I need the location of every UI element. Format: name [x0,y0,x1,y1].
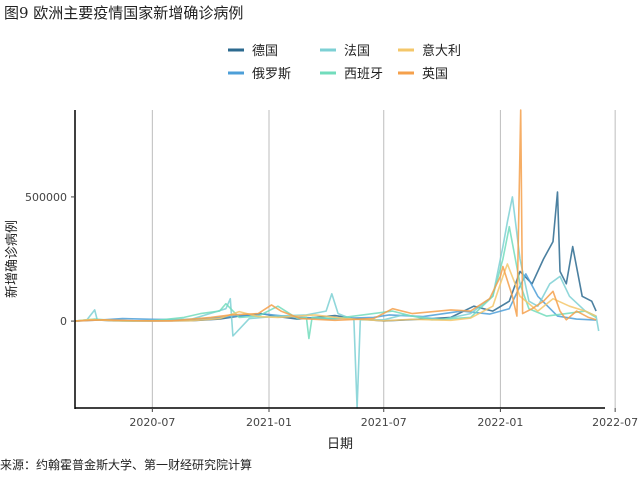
legend-label-0: 德国 [252,44,278,59]
legend-label-2: 法国 [344,44,370,59]
x-tick-label-4: 2022-07 [592,416,638,429]
x-tick-label-2: 2021-07 [361,416,407,429]
axes: 2020-07 2021-01 2021-07 2022-01 2022-07 0 5000… [4,110,638,452]
legend-label-4: 意大利 [422,43,461,59]
series-group [74,109,600,409]
y-tick-label-1: 500000 [25,191,67,204]
x-tick-label-0: 2020-07 [129,416,175,429]
y-axis-title: 新增确诊病例 [4,220,20,298]
series-line-2 [74,196,600,409]
legend-label-1: 俄罗斯 [252,67,291,82]
x-tick-label-1: 2021-01 [246,416,292,429]
series-line-4 [74,263,597,322]
legend-label-3: 西班牙 [344,67,383,82]
source-note: 来源：约翰霍普金斯大学、第一财经研究院计算 [0,458,253,472]
x-axis-title: 日期 [327,437,353,452]
x-tick-label-3: 2022-01 [477,416,523,429]
chart-title: 图9 欧洲主要疫情国家新增确诊病例 [4,4,244,22]
grid-lines [151,110,616,408]
legend-label-5: 英国 [422,67,448,82]
series-line-5 [74,109,597,322]
y-tick-label-0: 0 [60,315,67,328]
